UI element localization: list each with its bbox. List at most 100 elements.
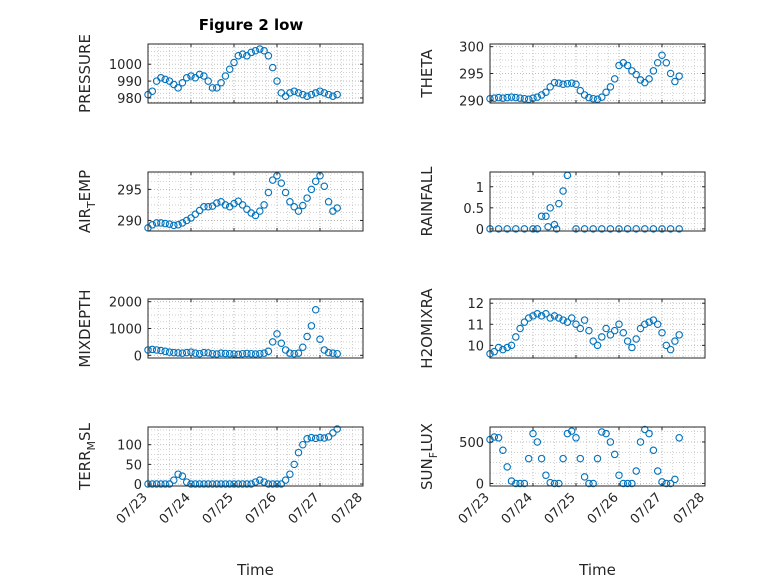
- data-point: [311, 434, 320, 443]
- data-point: [516, 94, 524, 102]
- data-point: [148, 345, 157, 354]
- y-tick-label: 10: [467, 339, 484, 354]
- y-tick-label: 290: [459, 94, 484, 109]
- data-point: [589, 225, 597, 233]
- data-point: [550, 78, 559, 87]
- data-point: [290, 460, 298, 469]
- y-tick-label: 295: [117, 183, 142, 198]
- y-axis-label-main: AIR: [76, 208, 94, 233]
- y-axis-label-rest: SL: [76, 422, 94, 441]
- y-axis-label: TERRMSL: [76, 422, 98, 491]
- data-point: [585, 93, 593, 102]
- data-point: [204, 77, 212, 85]
- data-point: [294, 207, 303, 215]
- data-point: [320, 434, 329, 442]
- data-point: [580, 473, 589, 481]
- data-point: [533, 438, 542, 446]
- data-point: [221, 72, 230, 80]
- y-tick-label: 980: [117, 92, 142, 107]
- data-point: [234, 350, 243, 358]
- data-point: [524, 314, 533, 322]
- data-point: [161, 480, 169, 488]
- data-point: [675, 331, 683, 339]
- data-point: [555, 199, 563, 208]
- data-point: [598, 333, 606, 341]
- data-point: [610, 75, 619, 83]
- y-axis-label: THETA: [418, 49, 436, 99]
- data-point: [161, 219, 169, 228]
- data-point: [641, 78, 649, 87]
- y-axis-label: SUNFLUX: [418, 423, 440, 490]
- data-point: [503, 225, 511, 233]
- data-point: [524, 95, 533, 103]
- data-point: [303, 194, 311, 202]
- data-point: [610, 450, 619, 459]
- data-point: [161, 347, 169, 356]
- data-point: [316, 433, 324, 442]
- y-axis-label: H2OMIXRA: [418, 288, 436, 369]
- data-point: [152, 480, 161, 488]
- data-point: [294, 349, 303, 357]
- data-point: [208, 349, 217, 358]
- data-point: [589, 94, 597, 103]
- data-point: [602, 324, 610, 333]
- data-point: [333, 204, 341, 212]
- data-point: [303, 332, 311, 341]
- data-point: [533, 309, 542, 318]
- data-point: [615, 320, 623, 329]
- figure-title: Figure 2 low: [199, 16, 304, 34]
- data-point: [273, 77, 281, 85]
- data-point: [243, 205, 251, 214]
- data-point: [550, 312, 559, 320]
- data-point: [529, 429, 537, 438]
- panel-h2omixra: 10 11 12 H2OMIXRA: [418, 288, 706, 369]
- data-point: [182, 348, 191, 357]
- data-point: [286, 89, 294, 97]
- data-point: [520, 479, 529, 488]
- data-point: [148, 87, 157, 95]
- data-point: [260, 46, 268, 55]
- data-point: [221, 201, 230, 209]
- data-point: [653, 320, 662, 329]
- data-point: [671, 337, 679, 345]
- data-point: [563, 429, 572, 438]
- data-point: [268, 176, 277, 184]
- data-point: [546, 314, 554, 322]
- y-tick-label: 12: [467, 297, 484, 312]
- data-point: [572, 225, 580, 233]
- data-point: [671, 475, 679, 484]
- data-point: [251, 211, 260, 220]
- data-point: [217, 79, 225, 87]
- data-point: [329, 92, 337, 101]
- data-point: [628, 67, 636, 75]
- data-point: [636, 324, 645, 333]
- data-point: [187, 214, 195, 222]
- data-point: [247, 209, 255, 217]
- tick-marks: [489, 172, 706, 231]
- data-point: [316, 87, 324, 95]
- data-point: [333, 425, 341, 433]
- data-point: [623, 225, 632, 233]
- data-point: [238, 201, 247, 209]
- data-point: [268, 338, 277, 346]
- data-point: [636, 438, 645, 446]
- data-point: [490, 94, 499, 102]
- data-point: [542, 471, 550, 479]
- data-point: [247, 480, 255, 488]
- data-point: [277, 179, 286, 187]
- data-point: [178, 219, 187, 227]
- data-point: [251, 350, 260, 358]
- data-point: [256, 207, 264, 215]
- data-point: [165, 220, 174, 228]
- data-series: [144, 305, 341, 358]
- data-point: [256, 476, 264, 484]
- data-point: [533, 225, 542, 233]
- data-point: [157, 346, 165, 355]
- data-point: [182, 73, 191, 82]
- data-point: [585, 326, 593, 335]
- data-point: [567, 427, 576, 435]
- data-point: [329, 349, 337, 357]
- data-point: [320, 182, 329, 191]
- y-axis-label-subscript: M: [85, 441, 98, 451]
- data-point: [520, 225, 529, 233]
